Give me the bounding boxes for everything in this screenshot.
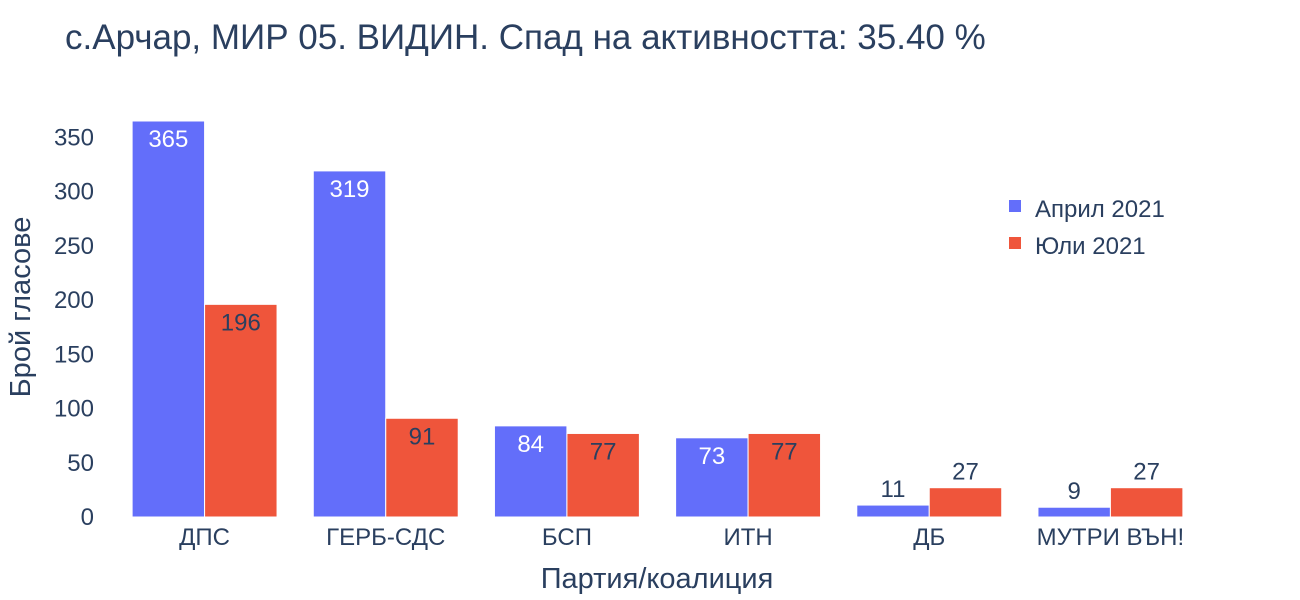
bar bbox=[493, 425, 568, 518]
bar bbox=[1037, 506, 1111, 518]
bar-value-label: 91 bbox=[409, 423, 436, 450]
y-tick-label: 50 bbox=[67, 450, 94, 477]
bar bbox=[747, 432, 822, 518]
bar-value-label: 27 bbox=[952, 459, 979, 486]
legend-swatch bbox=[1009, 200, 1021, 212]
bar bbox=[204, 303, 278, 518]
legend: Април 2021 Юли 2021 bbox=[1009, 196, 1165, 260]
bar bbox=[675, 437, 749, 518]
bar-labels-group: 365 196 319 91 84 77 73 77 11 27 9 27 bbox=[148, 126, 1160, 505]
y-tick-label: 300 bbox=[54, 179, 94, 206]
bars-group bbox=[131, 120, 1184, 518]
x-tick-label: БСП bbox=[542, 524, 592, 551]
bar bbox=[385, 417, 459, 518]
bar-value-label: 27 bbox=[1133, 459, 1160, 486]
bar-value-label: 319 bbox=[329, 176, 369, 203]
bar-value-label: 9 bbox=[1068, 478, 1081, 505]
x-tick-label: ГЕРБ-СДС bbox=[326, 524, 445, 551]
bar-value-label: 77 bbox=[771, 438, 798, 465]
x-tick-label: ИТН bbox=[723, 524, 772, 551]
chart-title: с.Арчар, МИР 05. ВИДИН. Спад на активнос… bbox=[65, 18, 986, 57]
y-tick-label: 150 bbox=[54, 341, 94, 368]
y-tick-label: 100 bbox=[54, 396, 94, 423]
x-axis-ticks: ДПС ГЕРБ-СДС БСП ИТН ДБ МУТРИ ВЪН! bbox=[179, 524, 1184, 551]
bar bbox=[131, 120, 206, 518]
y-tick-label: 350 bbox=[54, 124, 94, 151]
x-tick-label: ДБ bbox=[913, 524, 945, 551]
legend-swatch bbox=[1009, 237, 1021, 249]
x-tick-label: ДПС bbox=[179, 524, 230, 551]
bar-value-label: 11 bbox=[881, 476, 906, 503]
bar-value-label: 196 bbox=[221, 309, 261, 336]
bar bbox=[928, 487, 1003, 518]
bar bbox=[566, 432, 640, 518]
x-axis-title: Партия/коалиция bbox=[541, 563, 774, 595]
y-axis-title: Брой гласове bbox=[5, 217, 37, 398]
bar-value-label: 84 bbox=[517, 431, 544, 458]
bar bbox=[856, 504, 930, 518]
legend-label: Април 2021 bbox=[1035, 196, 1165, 223]
bar-value-label: 73 bbox=[698, 443, 725, 470]
bar bbox=[312, 170, 387, 518]
legend-label: Юли 2021 bbox=[1035, 233, 1146, 260]
y-tick-label: 250 bbox=[54, 233, 94, 260]
y-tick-label: 200 bbox=[54, 287, 94, 314]
bar bbox=[1109, 487, 1184, 518]
bar-value-label: 77 bbox=[590, 438, 617, 465]
bar-value-label: 365 bbox=[148, 126, 188, 153]
y-axis-ticks: 0 50 100 150 200 250 300 350 bbox=[54, 124, 94, 531]
y-tick-label: 0 bbox=[81, 504, 94, 531]
x-tick-label: МУТРИ ВЪН! bbox=[1037, 524, 1184, 551]
